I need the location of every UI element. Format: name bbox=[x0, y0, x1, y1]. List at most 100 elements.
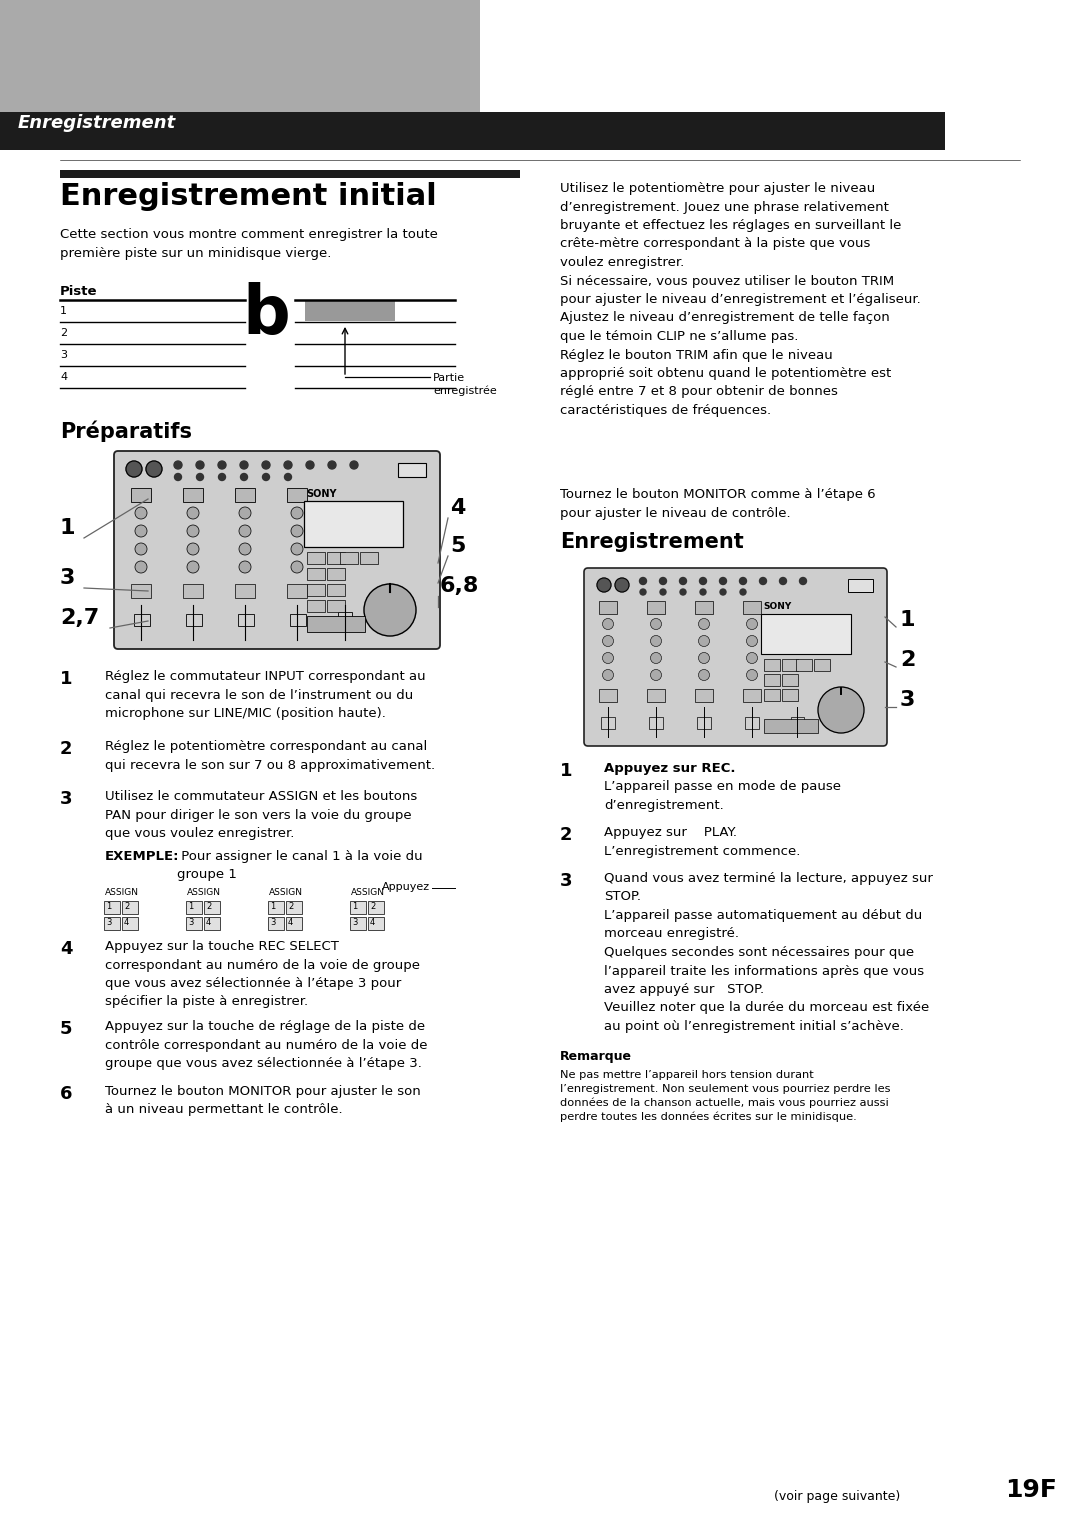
Text: 1: 1 bbox=[561, 762, 572, 779]
Circle shape bbox=[291, 561, 303, 573]
FancyBboxPatch shape bbox=[782, 659, 798, 671]
FancyBboxPatch shape bbox=[696, 689, 713, 701]
FancyBboxPatch shape bbox=[360, 552, 378, 564]
Circle shape bbox=[239, 542, 251, 555]
FancyBboxPatch shape bbox=[599, 689, 617, 701]
FancyBboxPatch shape bbox=[186, 902, 202, 914]
Circle shape bbox=[239, 507, 251, 520]
Circle shape bbox=[699, 636, 710, 646]
Text: Appuyez sur la touche REC SELECT
correspondant au numéro de la voie de groupe
qu: Appuyez sur la touche REC SELECT corresp… bbox=[105, 940, 420, 1008]
Text: Tournez le bouton MONITOR pour ajuster le son
à un niveau permettant le contrôle: Tournez le bouton MONITOR pour ajuster l… bbox=[105, 1085, 421, 1117]
FancyBboxPatch shape bbox=[764, 720, 818, 733]
FancyBboxPatch shape bbox=[327, 601, 345, 613]
Text: Ne pas mettre l’appareil hors tension durant
l’enregistrement. Non seulement vou: Ne pas mettre l’appareil hors tension du… bbox=[561, 1070, 891, 1122]
FancyBboxPatch shape bbox=[291, 614, 306, 626]
Text: 4: 4 bbox=[288, 918, 294, 927]
Text: Enregistrement: Enregistrement bbox=[561, 532, 744, 552]
Bar bbox=[0, 112, 945, 150]
Circle shape bbox=[135, 507, 147, 520]
Circle shape bbox=[650, 652, 661, 663]
Text: (voir page suivante): (voir page suivante) bbox=[773, 1490, 900, 1504]
FancyBboxPatch shape bbox=[134, 614, 150, 626]
Text: 1: 1 bbox=[900, 610, 916, 630]
Text: 2: 2 bbox=[900, 649, 916, 669]
Text: Partie
enregistrée: Partie enregistrée bbox=[433, 373, 497, 396]
FancyBboxPatch shape bbox=[114, 451, 440, 649]
Text: Utilisez le commutateur ASSIGN et les boutons
PAN pour diriger le son vers la vo: Utilisez le commutateur ASSIGN et les bo… bbox=[105, 790, 417, 840]
Text: SONY: SONY bbox=[762, 602, 792, 611]
Circle shape bbox=[699, 619, 710, 630]
Text: 2: 2 bbox=[60, 740, 72, 758]
FancyBboxPatch shape bbox=[340, 552, 357, 564]
Circle shape bbox=[700, 578, 706, 585]
Text: 2: 2 bbox=[206, 902, 212, 911]
Text: Utilisez le potentiomètre pour ajuster le niveau
d’enregistrement. Jouez une phr: Utilisez le potentiomètre pour ajuster l… bbox=[561, 182, 921, 417]
Text: 4: 4 bbox=[206, 918, 212, 927]
Text: 1: 1 bbox=[106, 902, 111, 911]
FancyBboxPatch shape bbox=[600, 717, 615, 729]
Text: Enregistrement: Enregistrement bbox=[18, 115, 176, 131]
Bar bbox=[0, 0, 480, 112]
Circle shape bbox=[350, 461, 357, 469]
Text: Quand vous avez terminé la lecture, appuyez sur
STOP.
L’appareil passe automatiq: Quand vous avez terminé la lecture, appu… bbox=[604, 872, 933, 1033]
Text: 4: 4 bbox=[60, 940, 72, 958]
Circle shape bbox=[218, 461, 226, 469]
FancyBboxPatch shape bbox=[791, 717, 804, 729]
Text: Appuyez sur    PLAY.
L’enregistrement commence.: Appuyez sur PLAY. L’enregistrement comme… bbox=[604, 827, 800, 857]
Text: Piste: Piste bbox=[60, 286, 97, 298]
Circle shape bbox=[364, 584, 416, 636]
Circle shape bbox=[262, 461, 270, 469]
FancyBboxPatch shape bbox=[287, 487, 307, 503]
Circle shape bbox=[603, 636, 613, 646]
Text: 2: 2 bbox=[561, 827, 572, 843]
FancyBboxPatch shape bbox=[782, 689, 798, 701]
FancyBboxPatch shape bbox=[696, 601, 713, 614]
Circle shape bbox=[197, 474, 203, 480]
Circle shape bbox=[680, 588, 686, 594]
FancyBboxPatch shape bbox=[186, 917, 202, 931]
FancyBboxPatch shape bbox=[647, 689, 665, 701]
FancyBboxPatch shape bbox=[764, 659, 780, 671]
Bar bbox=[399, 463, 426, 477]
Text: L’appareil passe en mode de pause
d’enregistrement.: L’appareil passe en mode de pause d’enre… bbox=[604, 779, 841, 811]
FancyBboxPatch shape bbox=[764, 674, 780, 686]
Text: 2: 2 bbox=[60, 329, 67, 338]
Circle shape bbox=[746, 619, 757, 630]
FancyBboxPatch shape bbox=[104, 917, 120, 931]
Circle shape bbox=[240, 461, 248, 469]
Text: 4: 4 bbox=[60, 371, 67, 382]
FancyBboxPatch shape bbox=[238, 614, 254, 626]
FancyBboxPatch shape bbox=[743, 689, 761, 701]
FancyBboxPatch shape bbox=[796, 659, 812, 671]
FancyBboxPatch shape bbox=[647, 601, 665, 614]
FancyBboxPatch shape bbox=[338, 613, 352, 623]
FancyBboxPatch shape bbox=[814, 659, 831, 671]
Circle shape bbox=[135, 526, 147, 536]
FancyBboxPatch shape bbox=[307, 601, 325, 613]
Circle shape bbox=[239, 561, 251, 573]
FancyBboxPatch shape bbox=[307, 584, 325, 596]
Circle shape bbox=[639, 578, 647, 585]
FancyBboxPatch shape bbox=[649, 717, 663, 729]
Text: Remarque: Remarque bbox=[561, 1050, 632, 1063]
FancyBboxPatch shape bbox=[131, 584, 151, 597]
FancyBboxPatch shape bbox=[122, 917, 138, 931]
Text: 2: 2 bbox=[370, 902, 375, 911]
Text: 2,7: 2,7 bbox=[60, 608, 99, 628]
Text: 3: 3 bbox=[106, 918, 111, 927]
FancyBboxPatch shape bbox=[204, 917, 220, 931]
Text: ASSIGN: ASSIGN bbox=[351, 888, 384, 897]
Text: SONY: SONY bbox=[306, 489, 337, 500]
FancyBboxPatch shape bbox=[368, 917, 384, 931]
Text: Préparatifs: Préparatifs bbox=[60, 420, 192, 442]
Text: 2: 2 bbox=[288, 902, 294, 911]
Circle shape bbox=[291, 542, 303, 555]
Text: 6,8: 6,8 bbox=[440, 576, 480, 596]
Circle shape bbox=[818, 688, 864, 733]
FancyBboxPatch shape bbox=[743, 601, 761, 614]
Circle shape bbox=[699, 652, 710, 663]
Text: EXEMPLE:: EXEMPLE: bbox=[105, 850, 179, 863]
Circle shape bbox=[679, 578, 687, 585]
Circle shape bbox=[746, 652, 757, 663]
Circle shape bbox=[660, 578, 666, 585]
